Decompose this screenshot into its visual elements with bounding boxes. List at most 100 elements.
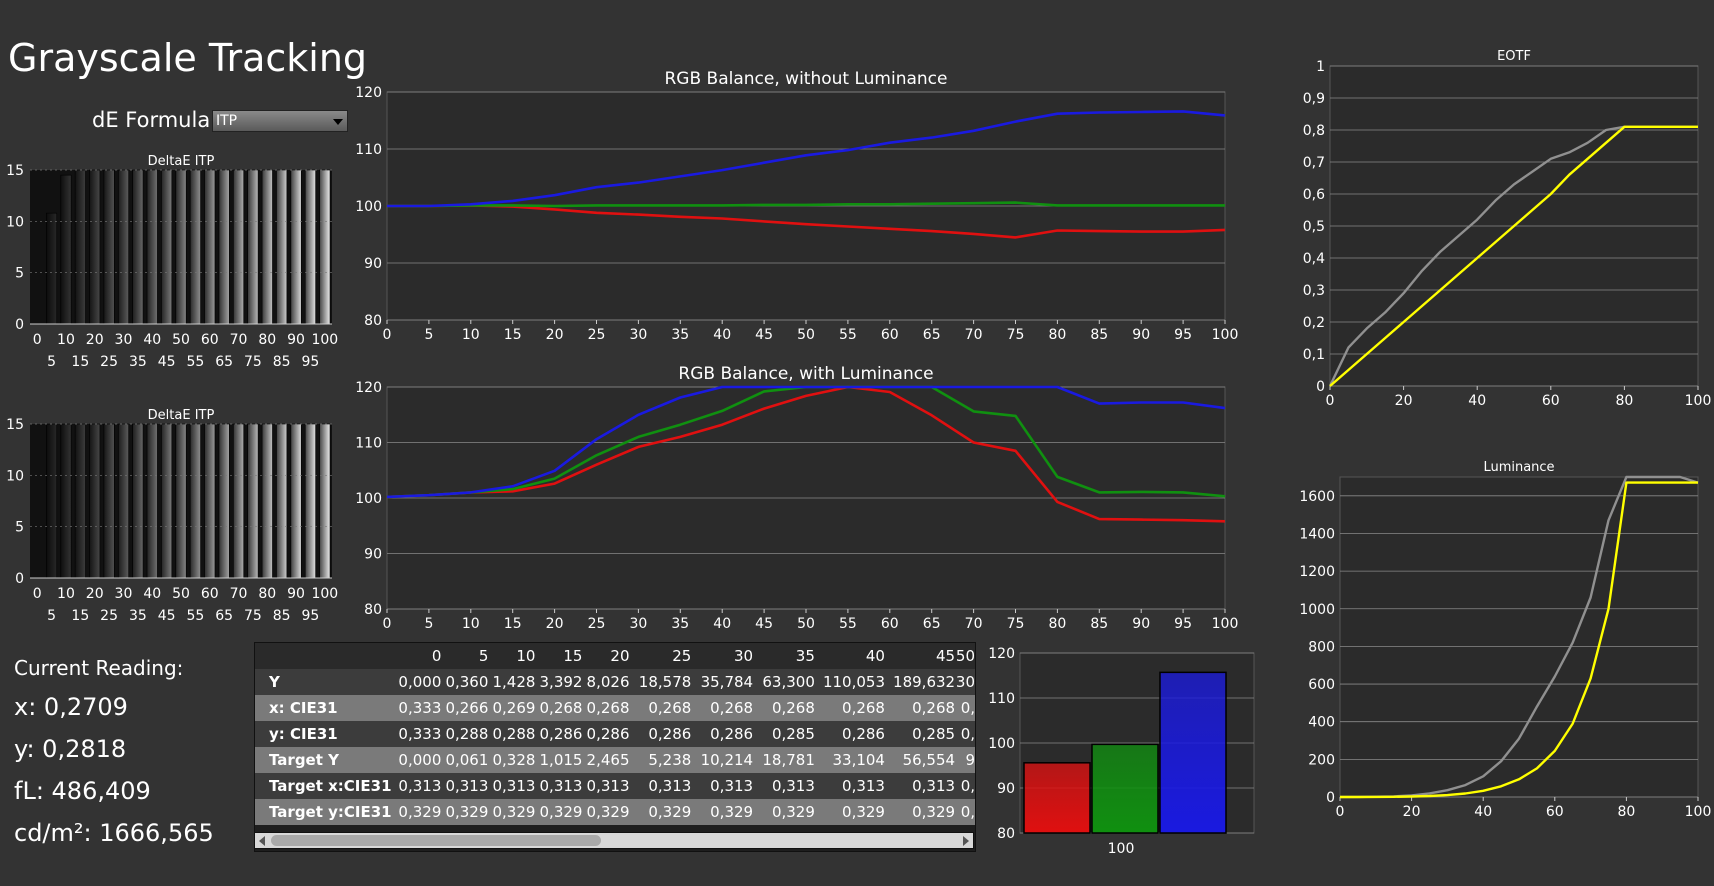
y-tick-label: 5 xyxy=(15,266,24,282)
x-tick-label: 65 xyxy=(215,354,233,370)
scroll-left-icon[interactable] xyxy=(259,836,265,846)
blue-bar xyxy=(1159,671,1227,834)
table-cell: 33,104 xyxy=(814,747,885,773)
x-tick-label: 10 xyxy=(57,586,75,602)
deltae-bar xyxy=(319,423,331,579)
x-tick-label: 50 xyxy=(172,332,190,348)
table-row[interactable]: x: CIE31 0,333 0,266 0,269 0,268 0,268 0,268 0,… xyxy=(255,695,975,721)
deltae-bar xyxy=(146,169,158,325)
y-tick-label: 120 xyxy=(355,85,382,101)
table-horizontal-scrollbar[interactable] xyxy=(254,832,974,849)
luminance-chart: Luminance 0 200 400 600 800 1000 1200 1400 1600 0 2… xyxy=(1299,460,1712,820)
y-tick-label: 90 xyxy=(997,781,1015,797)
x-tick-label: 85 xyxy=(273,608,291,624)
page-title: Grayscale Tracking xyxy=(8,36,368,80)
y-tick-label: 110 xyxy=(988,691,1015,707)
deltae-bar xyxy=(132,423,144,579)
table-cell: 63,300 xyxy=(753,669,815,695)
deltae-bar xyxy=(304,423,316,579)
table-row[interactable]: Target y:CIE31 0,329 0,329 0,329 0,329 0,329 0… xyxy=(255,799,975,825)
scroll-right-icon[interactable] xyxy=(963,836,969,846)
chevron-down-icon[interactable] xyxy=(333,119,343,125)
x-tick-label: 100 xyxy=(311,332,338,348)
x-tick-label: 80 xyxy=(1617,804,1635,820)
y-tick-label: 1200 xyxy=(1299,564,1335,580)
table-cell: 0,313 xyxy=(629,773,692,799)
deltae-bar xyxy=(175,169,187,325)
y-tick-label: 0,1 xyxy=(1303,347,1325,363)
table-cell: 0,269 xyxy=(488,695,536,721)
table-column-header: 20 xyxy=(582,643,630,669)
table-cell: 8,026 xyxy=(582,669,630,695)
plot-area xyxy=(1339,476,1699,798)
y-tick-label: 0 xyxy=(15,317,24,333)
table-cell: 3,392 xyxy=(535,669,583,695)
yellow-series-line xyxy=(1329,125,1698,387)
x-tick-label: 50 xyxy=(172,586,190,602)
x-tick-label: 100 xyxy=(1212,327,1239,343)
table-cell: 189,632 xyxy=(884,669,956,695)
table-column-header: 25 xyxy=(629,643,692,669)
x-tick-label: 95 xyxy=(302,354,320,370)
y-tick-label: 90 xyxy=(364,547,382,563)
deltae-bar xyxy=(319,169,331,325)
x-tick-label: 95 xyxy=(1174,327,1192,343)
x-tick-label: 65 xyxy=(215,608,233,624)
table-column-header: 15 xyxy=(535,643,583,669)
x-tick-label: 65 xyxy=(923,616,941,632)
deltae-bar xyxy=(46,212,58,325)
x-tick-label: 40 xyxy=(1474,804,1492,820)
table-row[interactable]: Y 0,000 0,360 1,428 3,392 8,026 18,578 35,784 63… xyxy=(255,669,975,695)
table-cell: 0,329 xyxy=(582,799,630,825)
table-cell: 0,329 xyxy=(535,799,583,825)
x-tick-label: 100 xyxy=(1212,616,1239,632)
table-row[interactable]: y: CIE31 0,333 0,288 0,288 0,286 0,286 0,286 0,… xyxy=(255,721,975,747)
y-tick-label: 15 xyxy=(6,417,24,433)
x-tick-label: 75 xyxy=(244,608,262,624)
table-column-header: 0 xyxy=(394,643,442,669)
table-cell: 0,286 xyxy=(629,721,692,747)
reading-cdm2: cd/m²: 1666,565 xyxy=(14,819,214,847)
deltae-chart-2: DeltaE ITP051015051015202530354045505560… xyxy=(6,408,338,624)
x-tick-label: 5 xyxy=(424,616,433,632)
x-tick-label: 100 xyxy=(1685,804,1712,820)
chart-title: EOTF xyxy=(1497,49,1531,64)
x-tick-label: 30 xyxy=(629,616,647,632)
x-tick-label: 15 xyxy=(504,327,522,343)
x-tick-label: 100 xyxy=(1685,393,1712,409)
y-tick-label: 1400 xyxy=(1299,526,1335,542)
chart-title: RGB Balance, with Luminance xyxy=(678,364,933,384)
deltae-bar xyxy=(117,423,129,579)
table-cell: 0,285 xyxy=(884,721,956,747)
table-cell: 0,333 xyxy=(394,695,442,721)
table-column-header: 45 xyxy=(884,643,956,669)
y-tick-label: 0,8 xyxy=(1303,123,1325,139)
table-row[interactable]: Target Y 0,000 0,061 0,328 1,015 2,465 5,238 10… xyxy=(255,747,975,773)
x-tick-label: 30 xyxy=(115,586,133,602)
table-cell: 0,286 xyxy=(535,721,583,747)
table-column-header xyxy=(255,643,395,669)
deltae-bar xyxy=(161,423,173,579)
deltae-bar xyxy=(60,174,72,325)
measurement-table[interactable]: 0 5 10 15 20 25 30 35 40 45 50 Y 0,000 0,360 1,428 3,3… xyxy=(254,642,976,852)
table-row[interactable]: Target x:CIE31 0,313 0,313 0,313 0,313 0,313 0… xyxy=(255,773,975,799)
x-tick-label: 55 xyxy=(186,354,204,370)
deltae-bar xyxy=(132,169,144,325)
x-tick-label: 20 xyxy=(546,616,564,632)
deltae-bar xyxy=(247,169,259,325)
table-cell: 0,313 xyxy=(535,773,583,799)
x-tick-label: 0 xyxy=(383,616,392,632)
x-tick-label: 60 xyxy=(201,586,219,602)
table-row-label: y: CIE31 xyxy=(255,721,395,747)
deltae-bar xyxy=(233,169,245,325)
deltae-bar xyxy=(89,169,101,325)
table-cell: 5,238 xyxy=(629,747,692,773)
deltae-bar xyxy=(46,423,58,579)
scrollbar-thumb[interactable] xyxy=(271,835,601,846)
x-tick-label: 90 xyxy=(287,586,305,602)
y-tick-label: 120 xyxy=(988,646,1015,662)
y-tick-label: 0,4 xyxy=(1303,251,1325,267)
x-tick-label: 95 xyxy=(302,608,320,624)
de-formula-select[interactable]: ITP xyxy=(212,110,348,132)
x-tick-label: 25 xyxy=(588,616,606,632)
